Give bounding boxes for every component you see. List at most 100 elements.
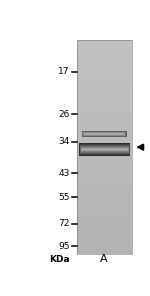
Bar bbox=[77, 231, 132, 232]
Bar bbox=[77, 67, 132, 68]
Bar bbox=[77, 197, 132, 198]
Bar bbox=[77, 77, 132, 78]
Bar bbox=[81, 147, 129, 152]
Bar bbox=[77, 205, 132, 206]
Bar bbox=[83, 133, 125, 135]
Bar bbox=[77, 221, 132, 222]
Text: 43: 43 bbox=[58, 169, 70, 178]
Bar bbox=[77, 97, 132, 98]
Text: KDa: KDa bbox=[49, 255, 70, 264]
Bar bbox=[77, 172, 132, 173]
Bar bbox=[77, 107, 132, 108]
Bar bbox=[77, 234, 132, 235]
Bar bbox=[77, 203, 132, 204]
Bar bbox=[80, 146, 129, 153]
Bar bbox=[80, 145, 129, 154]
Bar bbox=[77, 209, 132, 210]
Bar bbox=[77, 50, 132, 51]
Bar bbox=[80, 144, 130, 155]
Bar bbox=[80, 144, 130, 155]
Bar bbox=[79, 143, 130, 156]
Bar bbox=[77, 45, 132, 46]
Bar bbox=[77, 70, 132, 71]
Bar bbox=[77, 114, 132, 115]
Bar bbox=[77, 215, 132, 216]
Bar bbox=[77, 171, 132, 172]
Bar bbox=[77, 61, 132, 62]
Bar bbox=[77, 105, 132, 106]
Bar bbox=[77, 158, 132, 159]
Bar bbox=[77, 79, 132, 80]
Bar bbox=[79, 143, 130, 156]
Bar bbox=[77, 241, 132, 242]
Bar bbox=[77, 183, 132, 184]
Bar bbox=[77, 83, 132, 84]
Bar bbox=[82, 131, 127, 137]
Bar bbox=[77, 141, 132, 142]
Bar bbox=[77, 90, 132, 91]
Bar bbox=[84, 133, 124, 135]
Bar bbox=[77, 157, 132, 158]
Bar bbox=[77, 122, 132, 123]
Bar bbox=[77, 95, 132, 96]
Bar bbox=[81, 147, 129, 152]
Bar bbox=[77, 118, 132, 119]
Bar bbox=[77, 178, 132, 179]
Bar bbox=[77, 106, 132, 107]
Bar bbox=[77, 201, 132, 202]
Bar bbox=[77, 140, 132, 141]
Bar bbox=[84, 133, 125, 135]
Bar bbox=[80, 145, 129, 154]
Bar bbox=[77, 94, 132, 95]
Bar bbox=[77, 194, 132, 195]
Bar bbox=[77, 242, 132, 243]
Bar bbox=[77, 130, 132, 131]
Bar bbox=[77, 155, 132, 156]
Bar bbox=[77, 218, 132, 219]
Bar bbox=[77, 92, 132, 93]
Bar bbox=[77, 233, 132, 234]
Bar bbox=[80, 145, 129, 154]
Bar bbox=[77, 146, 132, 147]
Bar bbox=[77, 127, 132, 128]
Bar bbox=[77, 81, 132, 82]
Bar bbox=[77, 134, 132, 135]
Bar bbox=[77, 187, 132, 188]
Bar bbox=[77, 238, 132, 239]
Bar bbox=[77, 99, 132, 100]
Bar bbox=[77, 174, 132, 175]
Bar bbox=[77, 147, 132, 148]
Bar bbox=[77, 89, 132, 90]
Bar bbox=[77, 135, 132, 136]
Bar bbox=[77, 199, 132, 200]
Bar bbox=[84, 133, 125, 135]
Bar bbox=[80, 144, 130, 155]
Bar bbox=[77, 200, 132, 201]
Bar bbox=[77, 119, 132, 120]
Bar bbox=[77, 212, 132, 213]
Bar bbox=[81, 149, 128, 150]
Bar bbox=[77, 181, 132, 182]
Bar bbox=[77, 63, 132, 64]
Bar bbox=[77, 188, 132, 189]
Bar bbox=[77, 226, 132, 227]
Bar bbox=[77, 193, 132, 194]
Text: 55: 55 bbox=[58, 193, 70, 202]
Bar bbox=[77, 133, 132, 134]
Bar bbox=[77, 52, 132, 53]
Bar bbox=[77, 110, 132, 111]
Bar bbox=[84, 133, 124, 134]
Bar bbox=[84, 133, 124, 135]
Bar bbox=[77, 47, 132, 48]
Bar bbox=[77, 244, 132, 245]
Bar bbox=[77, 196, 132, 197]
Bar bbox=[81, 147, 129, 152]
Bar bbox=[77, 179, 132, 180]
Bar bbox=[77, 220, 132, 221]
Bar bbox=[83, 132, 125, 136]
Bar bbox=[77, 59, 132, 60]
Text: 72: 72 bbox=[58, 219, 70, 228]
Bar bbox=[81, 148, 128, 151]
Bar bbox=[77, 159, 132, 160]
Bar bbox=[77, 228, 132, 229]
